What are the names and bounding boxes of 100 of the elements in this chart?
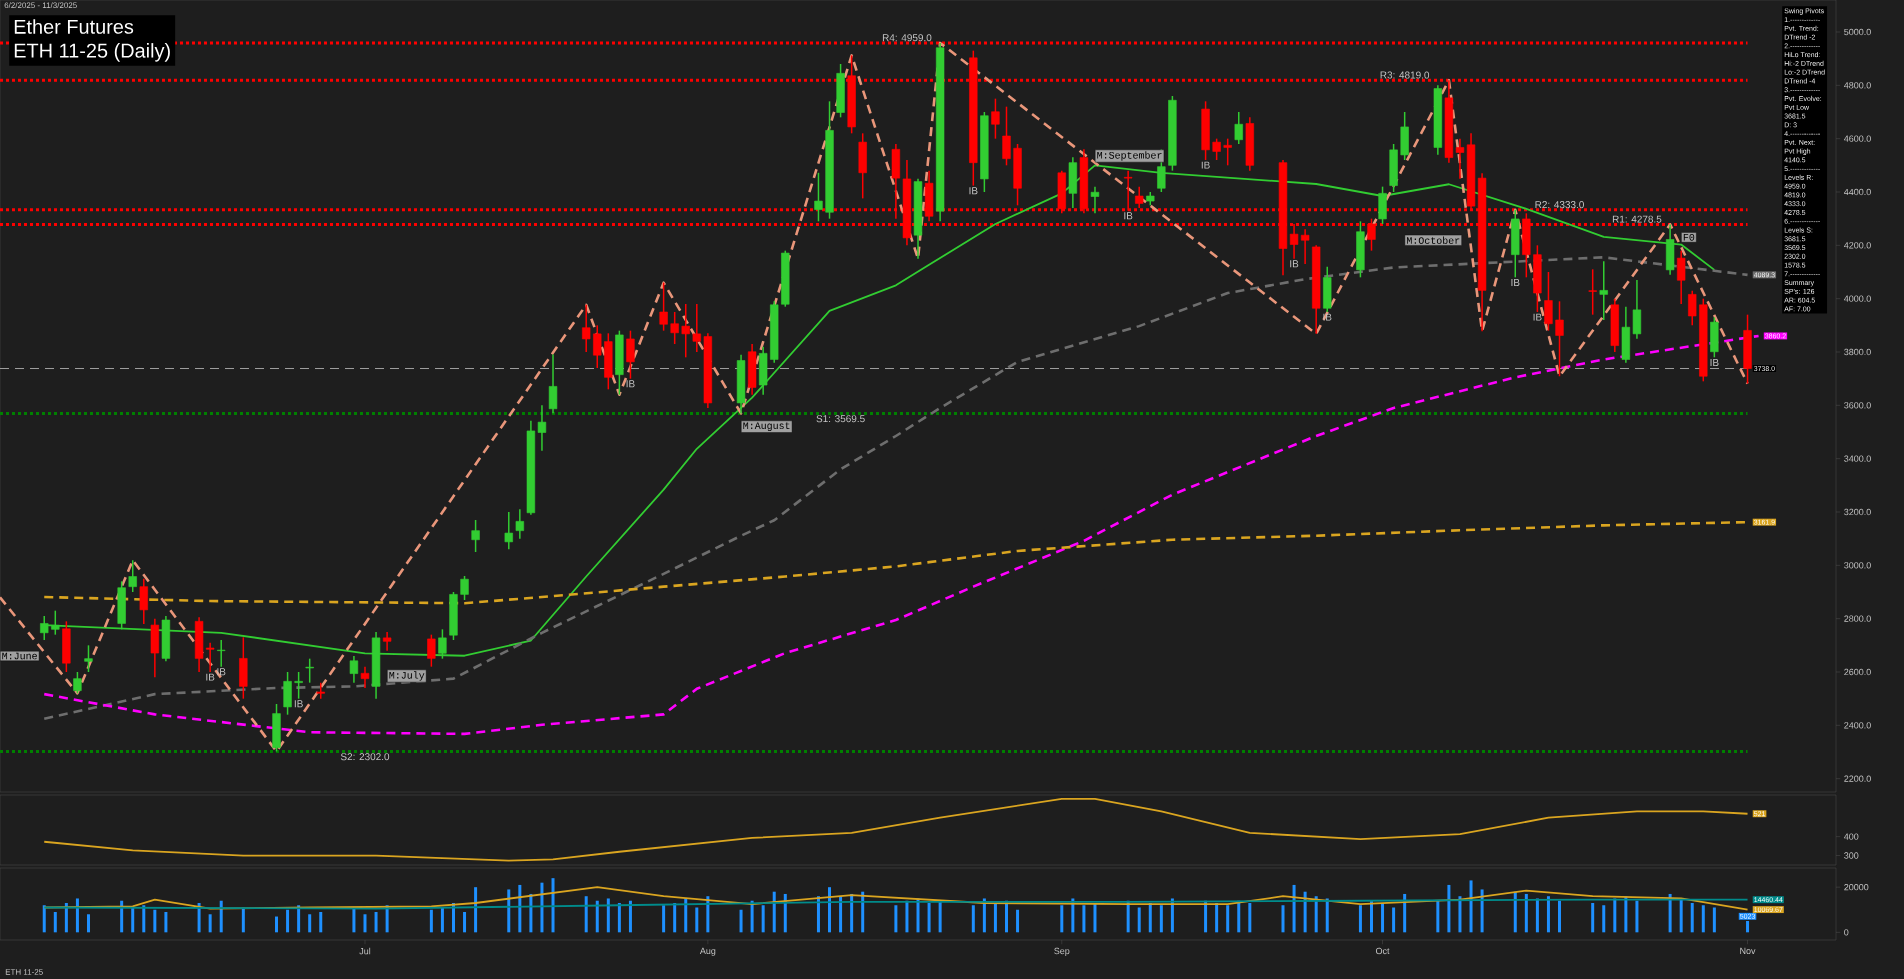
candlestick (1677, 249, 1686, 305)
candlestick (1223, 137, 1232, 167)
candlestick (681, 303, 690, 359)
y-tick-label: 300 (1844, 852, 1859, 859)
bar (53, 912, 57, 933)
bar (1292, 884, 1296, 933)
bar (219, 900, 223, 933)
bar (1513, 891, 1517, 933)
candlestick (670, 311, 679, 345)
bar (1369, 900, 1373, 933)
bar (938, 900, 942, 933)
line-series (43, 898, 1749, 910)
bar (927, 902, 931, 933)
bar (352, 907, 356, 933)
bar (42, 905, 46, 933)
bar (131, 907, 135, 933)
bar (1679, 898, 1683, 933)
bar (429, 909, 433, 933)
y-tick-label: 0 (1844, 929, 1849, 936)
candlestick (1002, 105, 1011, 167)
bar (463, 912, 467, 933)
candlestick (128, 559, 137, 593)
annotation: IB (1511, 279, 1520, 286)
y-tick-label: 4600.0 (1843, 135, 1871, 142)
x-tick-label: Aug (699, 947, 716, 956)
bar (64, 902, 68, 933)
y-tick-label: 4400.0 (1843, 188, 1871, 196)
bar (617, 902, 621, 933)
annotation: IB (1290, 260, 1299, 268)
bar (1082, 905, 1086, 933)
bar (374, 912, 378, 933)
candlestick (515, 508, 525, 540)
bar (75, 898, 79, 933)
annotation: R1: 4278.5 (1612, 215, 1662, 223)
bar (905, 900, 909, 933)
candlestick (548, 353, 558, 415)
annotation: M:October (1406, 236, 1460, 244)
annotation: IB (1201, 161, 1210, 169)
y-tick-label: 4000.0 (1843, 295, 1871, 302)
bar (1237, 900, 1241, 933)
candlestick (382, 631, 392, 652)
candlestick (537, 404, 547, 452)
bar (1215, 902, 1219, 933)
y-tick-label: 2400.0 (1844, 722, 1871, 729)
annotation: IB (969, 187, 978, 195)
candlestick (582, 304, 591, 353)
annotation: M:August (743, 422, 790, 432)
y-tick-label: 2800.0 (1844, 615, 1871, 622)
text: ETH 11-25 (Daily) (14, 43, 170, 62)
annotation: M:July (389, 671, 425, 681)
bar (828, 887, 832, 933)
bar (1635, 900, 1639, 933)
bar (1535, 898, 1539, 933)
y-tick-label: 5000.0 (1844, 28, 1871, 36)
y-tick-label: 4800.0 (1843, 82, 1871, 89)
candlestick (1632, 279, 1642, 340)
annotation: IB (1710, 359, 1719, 366)
annotation: M:September (1097, 151, 1162, 161)
bar (551, 878, 555, 933)
y-tick-label: 2200.0 (1844, 775, 1871, 782)
bar (894, 905, 898, 933)
bar (308, 914, 312, 933)
candlestick (626, 329, 635, 380)
candlestick (692, 303, 701, 353)
y-tick-label: 3600.0 (1844, 402, 1871, 409)
bar (1060, 905, 1064, 933)
candlestick (1688, 289, 1697, 327)
x-tick-label: Sep (1054, 947, 1070, 956)
bar (1458, 896, 1462, 933)
bar (1447, 884, 1451, 933)
candlestick (1234, 111, 1243, 145)
bar (982, 898, 986, 933)
candlestick (84, 644, 93, 673)
bar (839, 896, 843, 933)
annotation: S2: 2302.0 (340, 753, 390, 761)
x-tick-label: Oct (1375, 947, 1390, 955)
bar (1403, 893, 1407, 933)
y-tick-label: 2600.0 (1844, 668, 1871, 676)
candlestick (1090, 185, 1100, 215)
bar (142, 905, 146, 933)
bar (1248, 902, 1252, 933)
bar (1093, 902, 1097, 933)
bar (1314, 896, 1318, 933)
bar (241, 907, 245, 933)
bar (86, 914, 90, 933)
bar (971, 905, 975, 933)
bar (595, 900, 599, 933)
candlestick (1544, 271, 1553, 332)
bar (1524, 893, 1528, 933)
candlestick (427, 633, 436, 668)
candlestick (305, 657, 314, 684)
annotation: IB (217, 668, 226, 676)
annotation: IB (1533, 313, 1542, 321)
candlestick (217, 639, 226, 668)
bar (208, 914, 212, 933)
bar (1325, 898, 1329, 933)
annotation: R4: 4959.0 (882, 34, 932, 42)
candlestick (991, 97, 1000, 140)
bar (1690, 902, 1694, 933)
bar (297, 905, 301, 933)
